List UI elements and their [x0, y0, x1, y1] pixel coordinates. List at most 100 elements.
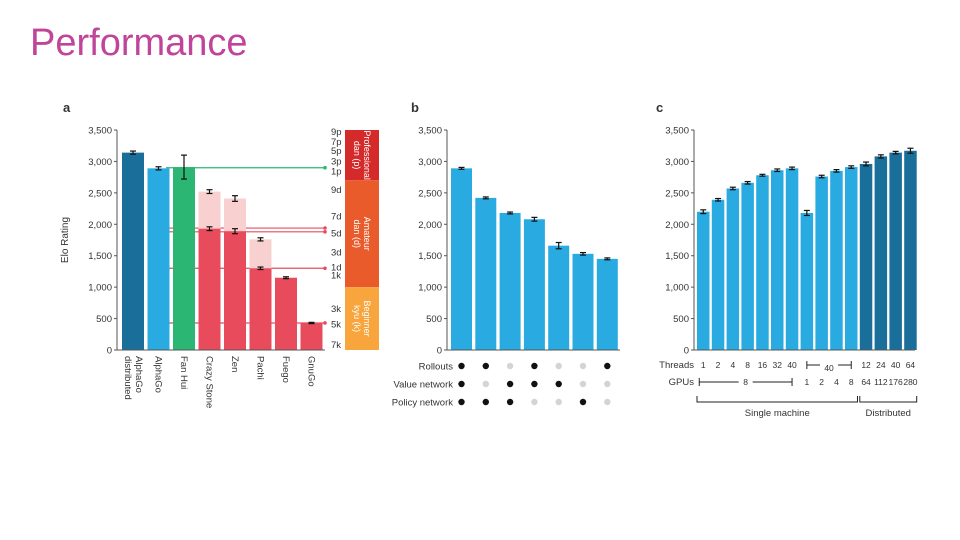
panel-b-matrix-dot-on	[531, 362, 538, 370]
panel-a-y-tick-label: 3,000	[88, 157, 112, 168]
panel-c-gpu-value: 280	[903, 377, 917, 387]
panel-c-thread-value: 1	[701, 360, 706, 370]
panel-c-bar	[845, 167, 858, 350]
panel-a-reference-dot	[323, 266, 327, 271]
slide-title: Performance	[30, 22, 248, 64]
panel-c-bar	[726, 188, 740, 350]
panel-a-bar	[173, 167, 195, 350]
panel-c-y-tick-label: 3,000	[665, 157, 689, 168]
panel-a-bar	[224, 231, 246, 350]
panel-a-y-tick-label: 3,500	[88, 126, 112, 137]
panel-a-bar	[198, 228, 221, 350]
panel-a-rank-tick-label: 5p	[331, 146, 342, 157]
panel-c-gpu-value: 8	[849, 377, 854, 387]
panel-a-category-label: Fan Hui	[178, 356, 189, 389]
panel-a-rank-tick-label: 5k	[331, 320, 341, 331]
panel-c-y-tick-label: 1,000	[665, 283, 689, 294]
panel-a-y-tick-label: 2,500	[88, 188, 112, 199]
panel-b-y-tick-label: 0	[437, 346, 442, 357]
panel-a-rank-tick-label: 3k	[331, 304, 341, 315]
panel-a-rank-band	[345, 180, 379, 288]
panel-b-matrix-dot-on	[458, 362, 465, 370]
panel-b-matrix-dot-off	[555, 398, 562, 406]
panel-c-bar	[741, 182, 754, 350]
panel-a-reference-dot	[323, 165, 327, 170]
panel-c-threads-span-label: 40	[824, 363, 834, 373]
panel-c-gpu-value: 1	[804, 377, 809, 387]
panel-c-single-machine-bracket	[696, 396, 858, 403]
panel-a-rank-tick-label: 7k	[331, 340, 341, 351]
panel-b-matrix-dot-on	[458, 398, 465, 406]
panel-a-rank-band-label: Amateurdan (d)	[352, 217, 372, 251]
panel-a-y-tick-label: 0	[107, 346, 112, 357]
panel-c-y-tick-label: 1,500	[665, 251, 689, 262]
panel-b-bar	[475, 197, 497, 350]
panel-c-bar	[859, 163, 873, 350]
panel-a-category-label-line: Fan Hui	[178, 356, 189, 389]
panel-a-category-label: Zen	[229, 356, 240, 372]
panel-a-rank-tick-label: 7d	[331, 212, 342, 223]
panel-a-rank-tick-label: 9p	[331, 127, 342, 138]
panel-a-rank-band-label-line: Professional	[362, 130, 372, 180]
panel-b-bar	[596, 258, 618, 350]
panel-b-matrix-dot-off	[482, 380, 489, 388]
panel-a-rank-tick-label: 5d	[331, 229, 342, 240]
panel-b-y-tick-label: 1,000	[418, 283, 442, 294]
panel-c-gpu-value: 4	[834, 377, 839, 387]
panel-b-matrix-dot-off	[506, 362, 514, 370]
panel-b-ablation-chart: b 0 500 1,000 1,500 2,000 2,500 3,000 3,500 Rollo…	[392, 100, 620, 409]
panel-b-matrix-row-label: Value network	[394, 380, 454, 391]
panel-c-thread-value: 4	[730, 360, 735, 370]
panel-c-gpu-value: 64	[861, 377, 871, 387]
panel-a-category-label: Pachi	[255, 356, 266, 380]
panel-b-matrix-dot-off	[604, 398, 611, 406]
panel-b-y-tick-label: 2,500	[418, 188, 442, 199]
panel-c-gpus-span-label: 8	[743, 377, 748, 387]
panel-a-category-label-line: AlphaGo	[153, 356, 164, 393]
panel-c-threads-label: Threads	[659, 360, 694, 371]
panel-c-bar	[830, 170, 843, 350]
panel-a-rank-band-label-line: dan (p)	[352, 141, 362, 170]
panel-b-y-tick-label: 500	[426, 314, 442, 325]
panel-a-category-label-line: distributed	[122, 356, 133, 400]
panel-b-bar	[548, 245, 570, 350]
panel-b-y-tick-label: 1,500	[418, 251, 442, 262]
panel-a-rank-tick-label: 1p	[331, 166, 342, 177]
panel-b-y-tick-label: 2,000	[418, 220, 442, 231]
panel-b-matrix-dot-on	[482, 362, 489, 370]
panel-a-elo-chart: a Elo Rating 0 500 1,000 1,500 2,000 2,500 3,000…	[60, 100, 379, 408]
panel-a-category-label-line: GnuGo	[306, 356, 317, 387]
panel-a-bar	[275, 277, 297, 350]
panel-a-y-tick-label: 2,000	[88, 220, 112, 231]
panel-a-category-label-line: Fuego	[280, 356, 291, 383]
panel-b-matrix-dot-off	[531, 398, 538, 406]
panel-a-rank-tick-label: 9d	[331, 185, 342, 196]
panel-a-rank-tick-label: 1d	[331, 263, 342, 274]
panel-b-matrix-dot-on	[506, 398, 514, 406]
panel-a-rank-band	[345, 130, 379, 181]
panel-c-thread-value: 12	[861, 360, 871, 370]
panel-c-bar	[904, 150, 917, 350]
panel-a-bar	[122, 152, 144, 350]
panel-a-y-tick-label: 1,500	[88, 251, 112, 262]
panel-b-y-tick-label: 3,000	[418, 157, 442, 168]
panel-c-bar	[874, 156, 888, 350]
panel-c-thread-value: 64	[906, 360, 916, 370]
panel-a-rank-band-label-line: dan (d)	[352, 219, 362, 248]
panel-a-reference-dot	[323, 226, 327, 230]
panel-c-gpu-value: 112	[874, 377, 888, 387]
panel-a-rank-band-label: Beginnerkyu (k)	[352, 301, 372, 337]
panel-b-bar	[572, 253, 594, 350]
panel-a-reference-dot	[323, 230, 327, 234]
panel-c-single-machine-label: Single machine	[745, 408, 810, 419]
panel-a-rank-tick-label: 7p	[331, 137, 342, 148]
panel-a-rank-band-label-line: kyu (k)	[352, 305, 362, 332]
panel-a-y-tick-label: 500	[96, 314, 112, 325]
panel-b-matrix-dot-off	[579, 362, 587, 370]
panel-b-matrix-dot-on	[604, 362, 611, 370]
panel-a-category-label: AlphaGodistributed	[122, 356, 144, 400]
panel-c-y-tick-label: 500	[673, 314, 689, 325]
panel-b-bar	[499, 212, 521, 350]
panel-a-category-label: GnuGo	[306, 356, 317, 387]
